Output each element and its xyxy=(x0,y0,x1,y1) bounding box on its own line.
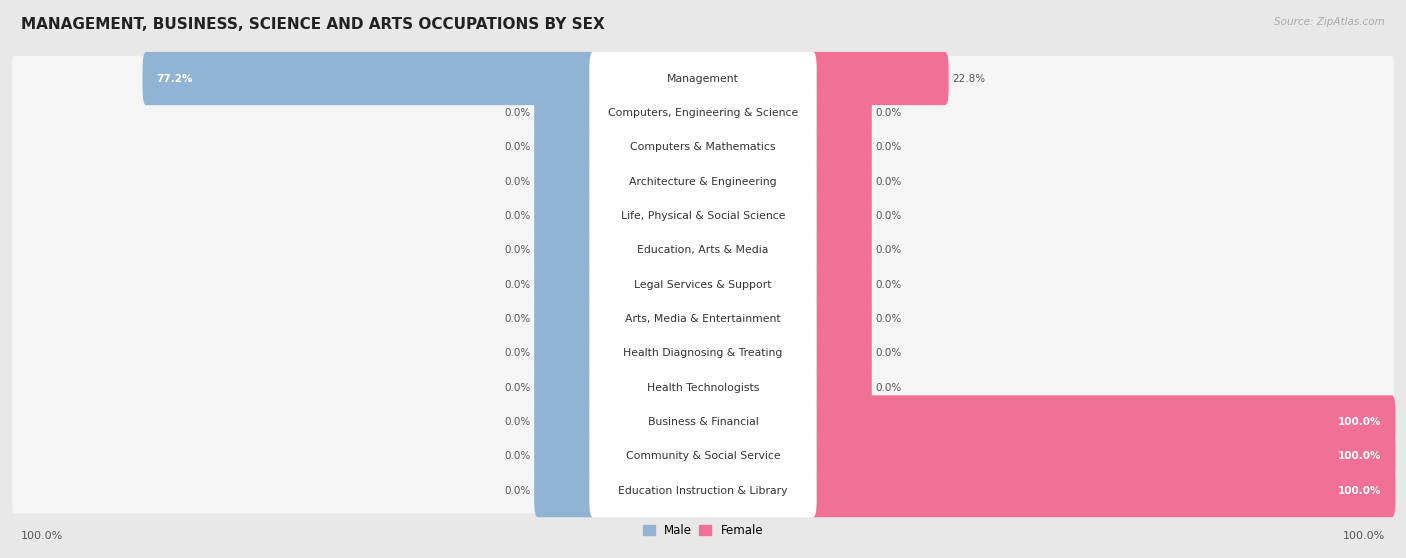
FancyBboxPatch shape xyxy=(810,326,872,380)
Text: 100.0%: 100.0% xyxy=(1339,417,1382,427)
FancyBboxPatch shape xyxy=(13,90,1393,136)
Text: 0.0%: 0.0% xyxy=(875,142,901,152)
FancyBboxPatch shape xyxy=(810,292,872,345)
Text: Health Diagnosing & Treating: Health Diagnosing & Treating xyxy=(623,348,783,358)
Text: 0.0%: 0.0% xyxy=(505,314,531,324)
Text: 100.0%: 100.0% xyxy=(1339,451,1382,461)
Text: Education Instruction & Library: Education Instruction & Library xyxy=(619,485,787,496)
Text: 0.0%: 0.0% xyxy=(505,108,531,118)
FancyBboxPatch shape xyxy=(589,326,817,380)
Text: 0.0%: 0.0% xyxy=(875,108,901,118)
Text: 77.2%: 77.2% xyxy=(156,74,193,84)
FancyBboxPatch shape xyxy=(13,365,1393,410)
FancyBboxPatch shape xyxy=(589,361,817,414)
FancyBboxPatch shape xyxy=(810,86,872,140)
FancyBboxPatch shape xyxy=(534,121,596,174)
Text: 0.0%: 0.0% xyxy=(875,246,901,255)
FancyBboxPatch shape xyxy=(534,464,596,517)
Text: 0.0%: 0.0% xyxy=(505,176,531,186)
FancyBboxPatch shape xyxy=(13,296,1393,341)
FancyBboxPatch shape xyxy=(13,124,1393,170)
FancyBboxPatch shape xyxy=(534,326,596,380)
FancyBboxPatch shape xyxy=(13,468,1393,513)
FancyBboxPatch shape xyxy=(589,464,817,517)
Text: MANAGEMENT, BUSINESS, SCIENCE AND ARTS OCCUPATIONS BY SEX: MANAGEMENT, BUSINESS, SCIENCE AND ARTS O… xyxy=(21,17,605,32)
FancyBboxPatch shape xyxy=(13,228,1393,273)
FancyBboxPatch shape xyxy=(534,361,596,414)
FancyBboxPatch shape xyxy=(13,56,1393,101)
FancyBboxPatch shape xyxy=(534,86,596,140)
FancyBboxPatch shape xyxy=(13,193,1393,239)
FancyBboxPatch shape xyxy=(810,155,872,208)
Text: 0.0%: 0.0% xyxy=(875,211,901,221)
FancyBboxPatch shape xyxy=(142,52,596,105)
Text: 0.0%: 0.0% xyxy=(505,383,531,393)
FancyBboxPatch shape xyxy=(810,52,949,105)
Text: Management: Management xyxy=(666,74,740,84)
FancyBboxPatch shape xyxy=(534,155,596,208)
FancyBboxPatch shape xyxy=(810,361,872,414)
Text: Life, Physical & Social Science: Life, Physical & Social Science xyxy=(621,211,785,221)
Text: Computers, Engineering & Science: Computers, Engineering & Science xyxy=(607,108,799,118)
Text: 22.8%: 22.8% xyxy=(952,74,986,84)
FancyBboxPatch shape xyxy=(589,189,817,243)
FancyBboxPatch shape xyxy=(534,224,596,277)
FancyBboxPatch shape xyxy=(589,86,817,140)
Text: 0.0%: 0.0% xyxy=(505,246,531,255)
FancyBboxPatch shape xyxy=(13,434,1393,479)
Text: 0.0%: 0.0% xyxy=(505,451,531,461)
FancyBboxPatch shape xyxy=(589,155,817,208)
Text: 0.0%: 0.0% xyxy=(505,280,531,290)
Text: 0.0%: 0.0% xyxy=(505,485,531,496)
FancyBboxPatch shape xyxy=(534,292,596,345)
FancyBboxPatch shape xyxy=(13,262,1393,307)
Text: 0.0%: 0.0% xyxy=(875,280,901,290)
Text: 0.0%: 0.0% xyxy=(875,383,901,393)
Text: 0.0%: 0.0% xyxy=(875,348,901,358)
FancyBboxPatch shape xyxy=(13,400,1393,445)
Text: Computers & Mathematics: Computers & Mathematics xyxy=(630,142,776,152)
Text: Legal Services & Support: Legal Services & Support xyxy=(634,280,772,290)
FancyBboxPatch shape xyxy=(810,189,872,243)
Text: Education, Arts & Media: Education, Arts & Media xyxy=(637,246,769,255)
Text: 100.0%: 100.0% xyxy=(21,531,63,541)
FancyBboxPatch shape xyxy=(589,121,817,174)
FancyBboxPatch shape xyxy=(810,258,872,311)
FancyBboxPatch shape xyxy=(810,395,1395,449)
FancyBboxPatch shape xyxy=(534,189,596,243)
Legend: Male, Female: Male, Female xyxy=(638,519,768,542)
Text: 0.0%: 0.0% xyxy=(505,142,531,152)
FancyBboxPatch shape xyxy=(810,430,1395,483)
FancyBboxPatch shape xyxy=(810,224,872,277)
Text: Business & Financial: Business & Financial xyxy=(648,417,758,427)
Text: Health Technologists: Health Technologists xyxy=(647,383,759,393)
Text: Architecture & Engineering: Architecture & Engineering xyxy=(630,176,776,186)
FancyBboxPatch shape xyxy=(589,395,817,449)
FancyBboxPatch shape xyxy=(13,159,1393,204)
FancyBboxPatch shape xyxy=(13,330,1393,376)
Text: Community & Social Service: Community & Social Service xyxy=(626,451,780,461)
Text: 0.0%: 0.0% xyxy=(505,211,531,221)
FancyBboxPatch shape xyxy=(810,464,1395,517)
FancyBboxPatch shape xyxy=(534,258,596,311)
FancyBboxPatch shape xyxy=(810,121,872,174)
Text: Source: ZipAtlas.com: Source: ZipAtlas.com xyxy=(1274,17,1385,27)
Text: 100.0%: 100.0% xyxy=(1339,485,1382,496)
Text: 0.0%: 0.0% xyxy=(505,348,531,358)
FancyBboxPatch shape xyxy=(589,258,817,311)
FancyBboxPatch shape xyxy=(589,224,817,277)
FancyBboxPatch shape xyxy=(589,430,817,483)
Text: 0.0%: 0.0% xyxy=(875,314,901,324)
Text: 0.0%: 0.0% xyxy=(875,176,901,186)
FancyBboxPatch shape xyxy=(589,52,817,105)
FancyBboxPatch shape xyxy=(589,292,817,345)
Text: Arts, Media & Entertainment: Arts, Media & Entertainment xyxy=(626,314,780,324)
FancyBboxPatch shape xyxy=(534,430,596,483)
FancyBboxPatch shape xyxy=(534,395,596,449)
Text: 100.0%: 100.0% xyxy=(1343,531,1385,541)
Text: 0.0%: 0.0% xyxy=(505,417,531,427)
